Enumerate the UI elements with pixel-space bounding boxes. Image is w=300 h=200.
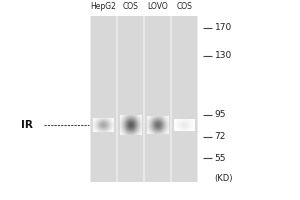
Bar [145,16,170,182]
Text: IR: IR [21,120,33,130]
Text: 130: 130 [214,51,232,60]
Text: LOVO: LOVO [147,2,168,11]
Text: 72: 72 [214,132,226,141]
Text: 95: 95 [214,110,226,119]
Text: 170: 170 [214,23,232,32]
Bar [91,16,116,182]
Bar [118,16,143,182]
Text: 55: 55 [214,154,226,163]
Text: COS: COS [123,2,138,11]
Bar [172,16,197,182]
Text: (KD): (KD) [214,174,233,183]
Text: COS: COS [177,2,192,11]
Bar [90,16,198,182]
Text: HepG2: HepG2 [91,2,116,11]
